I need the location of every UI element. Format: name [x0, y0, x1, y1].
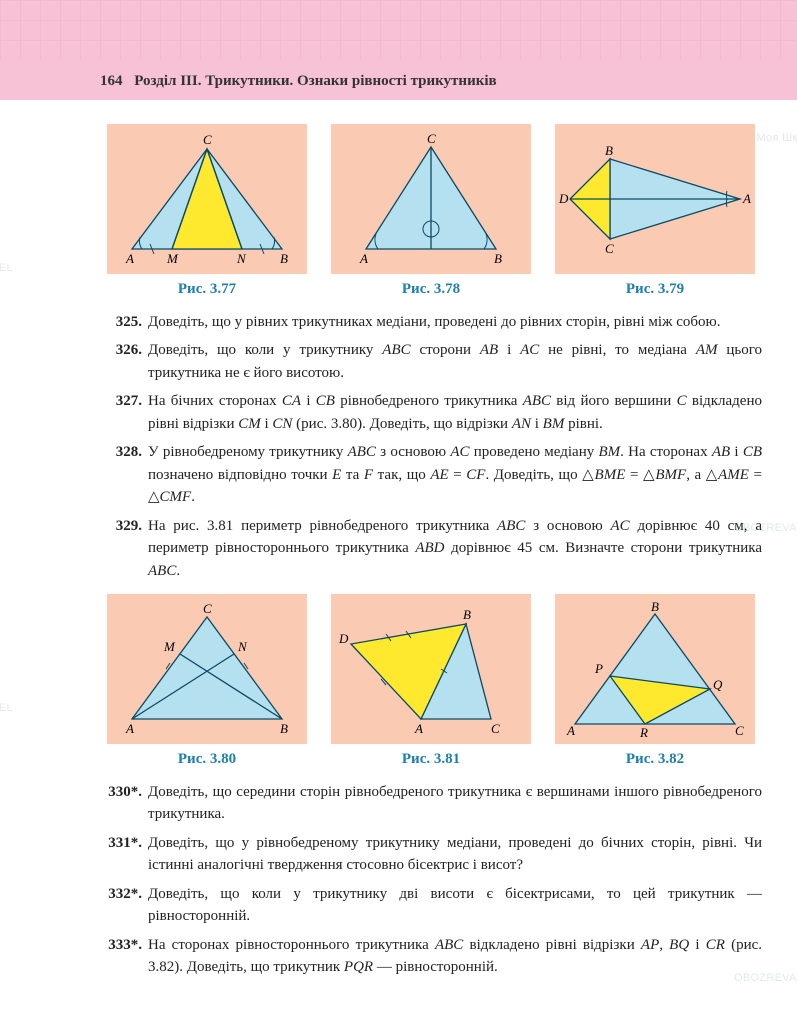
problem-text: Доведіть, що коли у трикутнику ABC сторо…: [148, 339, 762, 384]
figure-cell: A B C P Q R Рис. 3.82: [548, 594, 762, 771]
figure-caption: Рис. 3.79: [548, 278, 762, 301]
problem-item: 330*.Доведіть, що середини сторін рівноб…: [100, 781, 762, 826]
svg-text:A: A: [414, 721, 423, 736]
problem-number: 326.: [100, 339, 148, 384]
problem-text: Доведіть, що середини сторін рівнобедрен…: [148, 781, 762, 826]
svg-text:B: B: [280, 721, 288, 736]
svg-text:A: A: [566, 723, 575, 738]
svg-text:B: B: [651, 599, 659, 614]
problem-item: 326.Доведіть, що коли у трикутнику ABC с…: [100, 339, 762, 384]
problem-number: 333*.: [100, 934, 148, 979]
figure-3-80: A B C M N: [107, 594, 307, 744]
problem-text: Доведіть, що коли у трикутнику дві висот…: [148, 883, 762, 928]
problem-text: Доведіть, що у рівних трикутниках медіан…: [148, 311, 762, 334]
problem-number: 328.: [100, 441, 148, 509]
svg-text:Q: Q: [713, 677, 723, 692]
svg-text:A: A: [125, 721, 134, 736]
figure-3-82: A B C P Q R: [555, 594, 755, 744]
problem-item: 331*.Доведіть, що у рівнобедреному трику…: [100, 832, 762, 877]
problem-number: 325.: [100, 311, 148, 334]
figure-cell: A M N B C Рис. 3.77: [100, 124, 314, 301]
figure-cell: A B C D Рис. 3.81: [324, 594, 538, 771]
figure-cell: A B C Рис. 3.78: [324, 124, 538, 301]
problem-number: 331*.: [100, 832, 148, 877]
problems-block-1: 325.Доведіть, що у рівних трикутниках ме…: [100, 311, 762, 583]
figure-caption: Рис. 3.80: [100, 748, 314, 771]
svg-text:P: P: [594, 661, 603, 676]
figure-3-78: A B C: [331, 124, 531, 274]
svg-text:B: B: [494, 251, 502, 266]
figure-caption: Рис. 3.78: [324, 278, 538, 301]
svg-text:A: A: [742, 191, 751, 206]
svg-text:C: C: [203, 601, 212, 616]
figure-row-1: A M N B C Рис. 3.77 A B C: [100, 124, 762, 301]
page-header: 164 Розділ III. Трикутники. Ознаки рівно…: [0, 0, 797, 100]
svg-text:C: C: [427, 131, 436, 146]
figure-3-77: A M N B C: [107, 124, 307, 274]
svg-text:N: N: [236, 251, 247, 266]
svg-text:M: M: [163, 639, 176, 654]
problem-text: Доведіть, що у рівнобедреному трикутнику…: [148, 832, 762, 877]
problem-item: 325.Доведіть, що у рівних трикутниках ме…: [100, 311, 762, 334]
svg-text:B: B: [463, 607, 471, 622]
figure-caption: Рис. 3.81: [324, 748, 538, 771]
svg-text:B: B: [605, 143, 613, 158]
problem-text: У рівнобедреному трикутнику ABC з осново…: [148, 441, 762, 509]
watermark: OBOZREVATEL: [0, 700, 13, 717]
problem-item: 328.У рівнобедреному трикутнику ABC з ос…: [100, 441, 762, 509]
svg-text:D: D: [558, 191, 569, 206]
problem-item: 329.На рис. 3.81 периметр рівнобедреного…: [100, 515, 762, 583]
svg-text:M: M: [166, 251, 179, 266]
svg-text:D: D: [338, 631, 349, 646]
svg-text:C: C: [605, 241, 614, 256]
problems-block-2: 330*.Доведіть, що середини сторін рівноб…: [100, 781, 762, 979]
svg-text:N: N: [237, 639, 248, 654]
figure-3-79: B C D A: [555, 124, 755, 274]
svg-text:A: A: [359, 251, 368, 266]
page-content: Моя Школа OBOZREVATEL OBOZREVATEL OBOZRE…: [0, 100, 797, 1015]
figure-caption: Рис. 3.82: [548, 748, 762, 771]
problem-number: 329.: [100, 515, 148, 583]
problem-item: 333*.На сторонах рівностороннього трикут…: [100, 934, 762, 979]
problem-number: 327.: [100, 390, 148, 435]
figure-caption: Рис. 3.77: [100, 278, 314, 301]
svg-text:A: A: [125, 251, 134, 266]
problem-item: 327.На бічних сторонах CA і CB рівнобедр…: [100, 390, 762, 435]
svg-text:C: C: [491, 721, 500, 736]
svg-text:C: C: [735, 723, 744, 738]
chapter-title: Розділ III. Трикутники. Ознаки рівності …: [134, 73, 496, 89]
svg-text:B: B: [280, 251, 288, 266]
page-number: 164: [100, 73, 123, 89]
figure-cell: B C D A Рис. 3.79: [548, 124, 762, 301]
figure-row-2: A B C M N Рис. 3.80: [100, 594, 762, 771]
svg-text:R: R: [639, 725, 648, 739]
figure-3-81: A B C D: [331, 594, 531, 744]
figure-cell: A B C M N Рис. 3.80: [100, 594, 314, 771]
problem-text: На сторонах рівностороннього трикутника …: [148, 934, 762, 979]
svg-text:C: C: [203, 132, 212, 147]
watermark: Моя Школа: [756, 130, 797, 147]
problem-text: На бічних сторонах CA і CB рівнобедреног…: [148, 390, 762, 435]
problem-number: 332*.: [100, 883, 148, 928]
problem-text: На рис. 3.81 периметр рівнобедреного три…: [148, 515, 762, 583]
problem-item: 332*.Доведіть, що коли у трикутнику дві …: [100, 883, 762, 928]
problem-number: 330*.: [100, 781, 148, 826]
watermark: OBOZREVATEL: [0, 260, 13, 277]
